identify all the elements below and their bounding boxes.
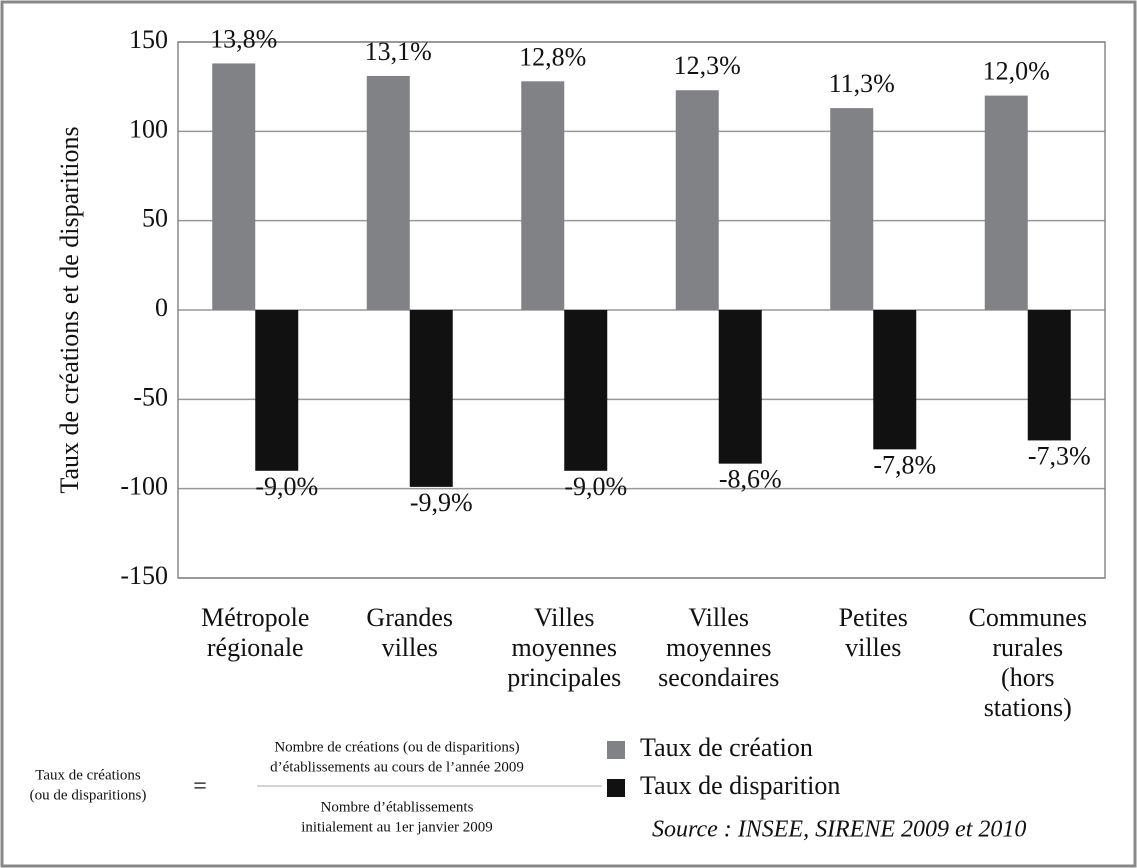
legend-swatch xyxy=(607,779,625,797)
y-tick-label: -100 xyxy=(120,472,168,501)
bar xyxy=(1027,310,1071,441)
formula-lhs: Taux de créations xyxy=(35,767,141,783)
value-label: 12,0% xyxy=(983,57,1050,86)
bar xyxy=(366,75,410,311)
formula-numerator: Nombre de créations (ou de disparitions) xyxy=(274,739,519,755)
bar xyxy=(984,95,1028,310)
bar xyxy=(873,310,917,450)
value-label: -7,8% xyxy=(873,450,936,479)
y-tick-label: -150 xyxy=(120,561,168,590)
formula-denominator: initialement au 1er janvier 2009 xyxy=(301,819,493,835)
y-tick-label: -50 xyxy=(133,382,168,411)
formula-equals: = xyxy=(193,774,207,800)
x-tick-label: Grandes villes xyxy=(366,603,453,662)
value-label: -9,0% xyxy=(564,472,627,501)
value-label: 13,8% xyxy=(210,24,277,53)
plot-border xyxy=(177,41,1106,579)
value-label: -9,9% xyxy=(410,488,473,517)
formula-denominator: Nombre d’établissements xyxy=(321,799,474,815)
bar xyxy=(212,63,256,310)
value-label: 11,3% xyxy=(829,69,895,98)
bar xyxy=(409,310,453,487)
x-tick-label: Villes moyennes secondaires xyxy=(658,603,779,692)
bar xyxy=(718,310,762,464)
bar xyxy=(564,310,608,471)
legend-label: Taux de création xyxy=(640,733,813,762)
y-tick-label: 100 xyxy=(129,114,168,143)
value-label: -7,3% xyxy=(1028,441,1091,470)
y-tick-label: 50 xyxy=(142,204,168,233)
x-tick-label: Métropole régionale xyxy=(201,603,309,662)
bar xyxy=(675,90,719,311)
bar xyxy=(521,81,565,310)
legend-label: Taux de disparition xyxy=(640,771,840,800)
x-tick-label: Petites villes xyxy=(839,603,908,662)
value-label: 13,1% xyxy=(365,37,432,66)
bar xyxy=(830,108,874,311)
y-tick-label: 0 xyxy=(155,293,168,322)
source: Source : INSEE, SIRENE 2009 et 2010 xyxy=(652,817,1026,843)
y-axis-label: Taux de créations et de disparitions xyxy=(55,126,84,493)
bar xyxy=(255,310,299,471)
value-label: 12,8% xyxy=(519,42,586,71)
value-label: -8,6% xyxy=(719,465,782,494)
legend-swatch xyxy=(607,741,625,759)
value-label: 12,3% xyxy=(674,51,741,80)
formula-lhs: (ou de disparitions) xyxy=(30,787,147,803)
x-tick-label: Communes rurales (hors stations) xyxy=(969,603,1087,722)
formula-numerator: d’établissements au cours de l’année 200… xyxy=(270,759,524,775)
value-label: -9,0% xyxy=(255,472,318,501)
x-tick-label: Villes moyennes principales xyxy=(507,603,621,692)
y-tick-label: 150 xyxy=(129,25,168,54)
